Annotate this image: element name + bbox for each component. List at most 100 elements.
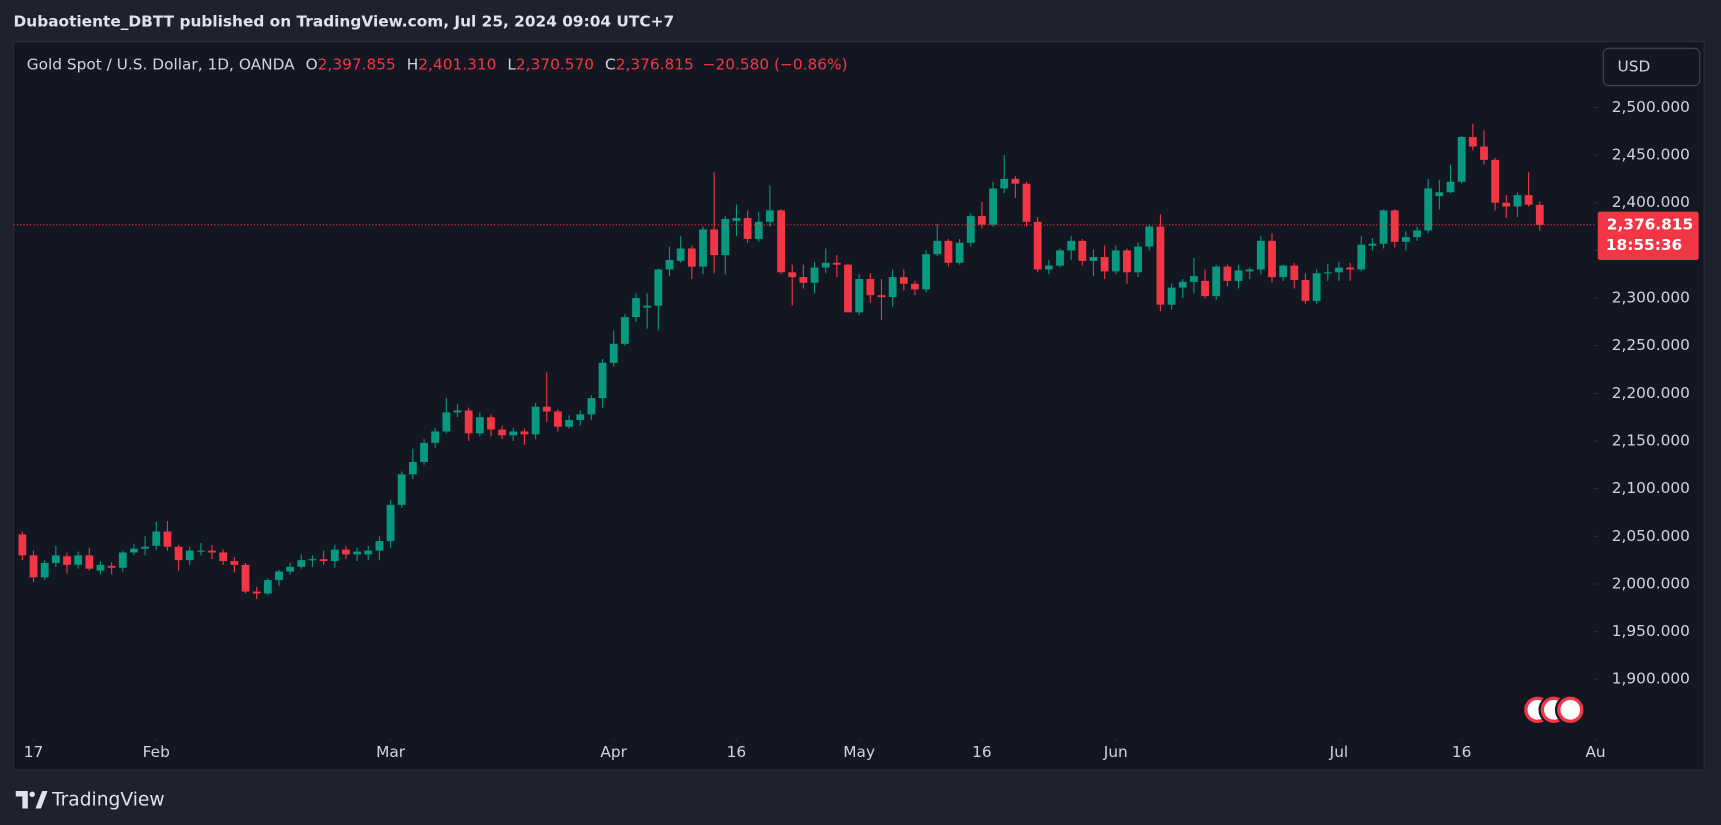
candle-body <box>531 406 540 435</box>
candle-body <box>1435 192 1444 197</box>
candle-body <box>1480 146 1488 160</box>
ohlc-value: 2,376.815 <box>616 55 694 73</box>
candle-body <box>1201 280 1209 297</box>
candle-body <box>163 531 172 547</box>
ohlc-key: H <box>407 55 419 73</box>
candle-body <box>821 262 830 268</box>
candle-body <box>554 411 562 427</box>
y-tick-label: 2,500.000 <box>1612 98 1690 116</box>
candle-body <box>442 412 451 432</box>
y-tick-label: 1,950.000 <box>1612 622 1690 640</box>
candle-body <box>732 217 741 221</box>
candle-body <box>1535 204 1544 225</box>
x-tick-label: 16 <box>1452 743 1472 761</box>
brand: TradingView <box>51 789 165 810</box>
candle-body <box>342 549 350 555</box>
publisher: Dubaotiente_DBTT published on TradingVie… <box>14 12 675 30</box>
candle-body <box>922 254 931 290</box>
candle-body <box>1223 266 1232 281</box>
ohlc-key: O <box>306 55 318 73</box>
candle-body <box>386 504 395 542</box>
candle-body <box>219 552 228 562</box>
candle-body <box>609 343 618 363</box>
legend: Gold Spot / U.S. Dollar, 1D, OANDA O2,397… <box>27 55 848 73</box>
candle-body <box>453 410 462 413</box>
candle-body <box>208 550 216 553</box>
candle-body <box>1078 240 1087 261</box>
candle-body <box>1457 136 1466 182</box>
candle-body <box>330 549 339 562</box>
candle-body <box>1524 195 1533 205</box>
logo-mark <box>35 790 48 809</box>
candle-body <box>777 210 785 273</box>
candle-body <box>1156 226 1165 305</box>
candle-body <box>587 398 596 415</box>
candle-body <box>1212 266 1221 297</box>
y-tick-label: 2,000.000 <box>1612 574 1690 592</box>
candle-body <box>1468 136 1477 147</box>
candle-body <box>241 564 250 592</box>
candle-body <box>632 298 640 318</box>
candle-body <box>431 431 440 443</box>
candle-body <box>977 216 986 225</box>
candle-body <box>643 305 652 308</box>
candle-body <box>263 580 272 594</box>
candle-body <box>1134 246 1143 273</box>
ohlc-key: L <box>507 55 516 73</box>
event-flags <box>1522 694 1586 726</box>
candle-body <box>576 414 585 421</box>
candle-body <box>18 534 27 556</box>
candle-body <box>1056 250 1064 266</box>
ohlc-key: C <box>605 55 616 73</box>
x-tick-label: Jun <box>1103 743 1128 761</box>
y-tick-label: 2,200.000 <box>1612 384 1690 402</box>
x-tick-label: 16 <box>727 743 747 761</box>
candle-body <box>40 562 49 578</box>
y-tick-label: 2,250.000 <box>1612 336 1690 354</box>
candle-body <box>665 259 674 270</box>
y-tick-label: 2,400.000 <box>1612 193 1690 211</box>
candle-body <box>844 264 852 313</box>
candle-body <box>397 474 406 505</box>
candle-body <box>408 461 417 475</box>
candle-body <box>1245 269 1254 272</box>
brand-logo <box>15 790 48 809</box>
candle-body <box>230 561 239 565</box>
candle-body <box>141 546 150 549</box>
currency[interactable]: USD <box>1617 57 1650 75</box>
candle-body <box>1424 188 1433 231</box>
ohlc-value: 2,370.570 <box>516 55 594 73</box>
x-tick-label: Au <box>1585 743 1605 761</box>
candle-body <box>1301 279 1310 301</box>
candle-body <box>955 242 964 263</box>
candle-body <box>286 566 295 572</box>
y-tick-label: 1,900.000 <box>1612 670 1690 688</box>
candle-body <box>877 295 886 298</box>
candle-body <box>319 559 328 562</box>
candle-body <box>676 248 685 261</box>
candle-body <box>1346 267 1355 270</box>
candle-body <box>1357 244 1366 270</box>
candle-body <box>96 564 105 571</box>
candle-body <box>297 560 306 567</box>
candle-body <box>866 278 875 296</box>
y-tick-label: 2,450.000 <box>1612 146 1690 164</box>
pane <box>13 41 1705 771</box>
candle-body <box>1000 178 1009 189</box>
candle-body <box>1491 159 1500 203</box>
currency-button[interactable] <box>1602 47 1701 87</box>
candle-body <box>509 431 518 436</box>
candles <box>18 123 1544 600</box>
candle-body <box>944 240 953 263</box>
flag <box>1560 699 1581 720</box>
candle-body <box>933 240 942 255</box>
candle-body <box>989 188 997 225</box>
x-tick-label: Mar <box>376 743 406 761</box>
candle-body <box>185 550 194 561</box>
candle-body <box>710 229 719 256</box>
candle-body <box>174 546 183 561</box>
ohlc-value: 2,397.855 <box>318 55 396 73</box>
candle-body <box>1167 287 1176 305</box>
